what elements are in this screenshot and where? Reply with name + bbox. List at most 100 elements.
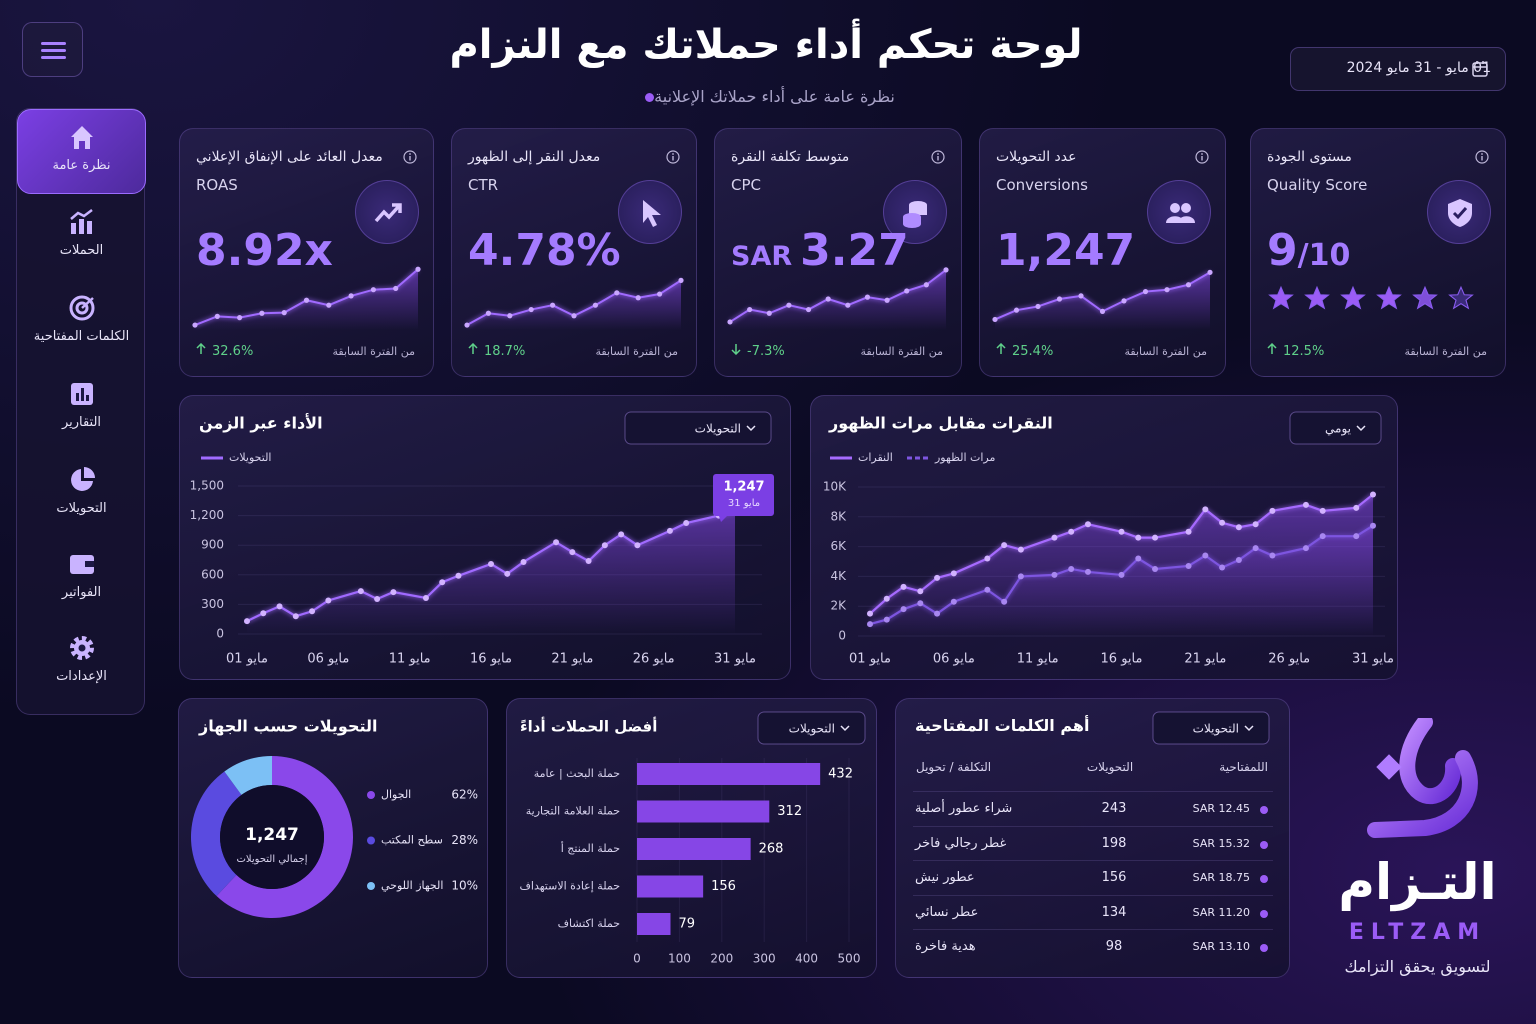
x-tick-label: 31 مايو	[1352, 652, 1394, 667]
conversions: 134	[1101, 904, 1127, 920]
nav-item[interactable]: نظرة عامة	[17, 109, 146, 194]
value-label: 79	[678, 917, 695, 932]
point	[1370, 491, 1376, 498]
point	[1152, 534, 1159, 541]
kpi-change: 32.6%	[196, 342, 253, 359]
dropdown-box	[757, 711, 866, 745]
point	[1269, 552, 1276, 559]
nav-label: الفواتير	[61, 585, 102, 600]
dropdown-label: يومي	[1325, 422, 1351, 437]
sparkline-point	[614, 290, 620, 296]
dropdown[interactable]: التحويلات	[624, 411, 772, 445]
sparkline-point	[1164, 287, 1170, 293]
keyword: عطر نسائي	[915, 904, 979, 920]
point	[309, 608, 316, 615]
sparkline-point	[1056, 296, 1063, 302]
donut-total: 1,247	[245, 825, 299, 845]
row-divider	[913, 791, 1273, 792]
point	[1353, 504, 1360, 511]
sparkline-point	[864, 294, 871, 300]
kpi-number: 1,247	[996, 225, 1136, 276]
value-label: 268	[759, 842, 784, 857]
legend-label: سطح المكتب	[381, 834, 443, 847]
kpi-label: متوسط تكلفة النقرة	[731, 149, 850, 165]
nav-item[interactable]: الحملات	[17, 195, 146, 280]
nav-label: الإعدادات	[56, 669, 107, 684]
info-icon	[666, 149, 680, 168]
point	[1084, 568, 1091, 575]
sparkline-point	[192, 322, 198, 328]
point	[917, 600, 924, 607]
dropdown-label: التحويلات	[695, 422, 741, 437]
point	[260, 610, 267, 617]
category-label: حملة المنتج أ	[561, 841, 620, 855]
x-tick-label: 200	[710, 952, 733, 966]
conversions: 198	[1101, 835, 1127, 851]
dropdown[interactable]: يومي	[1289, 411, 1382, 445]
point	[984, 555, 991, 562]
sparkline-point	[214, 313, 220, 319]
sparkline-point	[678, 277, 684, 283]
cost-per-conversion: SAR 18.75	[1192, 871, 1250, 885]
chevron	[1356, 425, 1366, 432]
point	[569, 549, 576, 556]
kpi-label: مستوى الجودة	[1267, 149, 1352, 165]
kpi-note: من الفترة السابقة	[595, 345, 678, 358]
sparkline-point	[805, 306, 812, 313]
point	[455, 572, 462, 579]
x-tick-label: 100	[668, 952, 691, 966]
legend-label: التحويلات	[229, 451, 272, 464]
row-dot	[1260, 806, 1268, 814]
row-divider	[913, 825, 1273, 827]
area	[247, 510, 735, 634]
point	[1353, 533, 1360, 540]
chevron	[746, 425, 756, 432]
keyword: غطر رجالي فاخر	[915, 835, 1007, 851]
point	[1118, 571, 1125, 578]
kpi-card: متوسط تكلفة النقرة CPC SAR 3.27 -7.3% من الفت…	[714, 128, 962, 377]
sparkline-point	[825, 296, 831, 302]
dropdown[interactable]: التحويلات	[1152, 711, 1270, 745]
keyword: عطور نيش	[915, 870, 975, 886]
point	[1252, 521, 1259, 528]
sparkline-point	[485, 310, 491, 316]
brand-name: التـزام	[1338, 853, 1497, 911]
dropdown[interactable]: التحويلات	[757, 711, 866, 745]
kpi-value: 8.92x	[196, 225, 333, 276]
sparkline-point	[571, 313, 577, 319]
point	[883, 595, 890, 602]
point	[1202, 506, 1209, 513]
kpi-label-en: Quality Score	[1267, 176, 1368, 194]
date-range-picker[interactable]: 01 مايو - 31 مايو 2024	[1290, 47, 1506, 91]
table-title: أهم الكلمات المفتاحية	[915, 716, 1090, 735]
chart-title: الأداء عبر الزمن	[199, 414, 323, 433]
legend-dot	[367, 791, 375, 799]
kpi-change: 18.7%	[468, 342, 525, 359]
sparkline	[729, 269, 947, 323]
sparkline-point	[1035, 303, 1041, 310]
point	[1051, 534, 1058, 541]
point	[325, 597, 332, 604]
donut-hole	[220, 785, 324, 889]
x-tick-label: 500	[838, 952, 861, 966]
column-header: التكلفة / تحويل	[916, 760, 992, 774]
nav-item[interactable]: الإعدادات	[17, 621, 146, 706]
sparkline-point	[393, 285, 399, 292]
nav-item[interactable]: الكلمات المفتاحية	[17, 281, 146, 366]
point	[1051, 571, 1058, 578]
point	[1135, 555, 1142, 562]
nav-item[interactable]: التقارير	[17, 367, 146, 452]
nav-label: الكلمات المفتاحية	[33, 329, 130, 344]
kpi-note: من الفترة السابقة	[860, 345, 943, 358]
cost-per-conversion: SAR 13.10	[1192, 940, 1250, 954]
sparkline-point	[1013, 307, 1020, 313]
point	[1017, 573, 1024, 580]
y-tick-label: 1,500	[190, 479, 224, 493]
chevron	[840, 725, 850, 732]
brand-tagline: لتسويق يحقق التزامك	[1344, 957, 1491, 976]
menu-button[interactable]	[22, 22, 83, 77]
sidebar: نظرة عامة الحملات الكلمات المفتاحية التق…	[16, 108, 146, 715]
point	[900, 583, 907, 590]
nav-item[interactable]: الفواتير	[17, 537, 146, 622]
nav-item[interactable]: التحويلات	[17, 453, 146, 538]
